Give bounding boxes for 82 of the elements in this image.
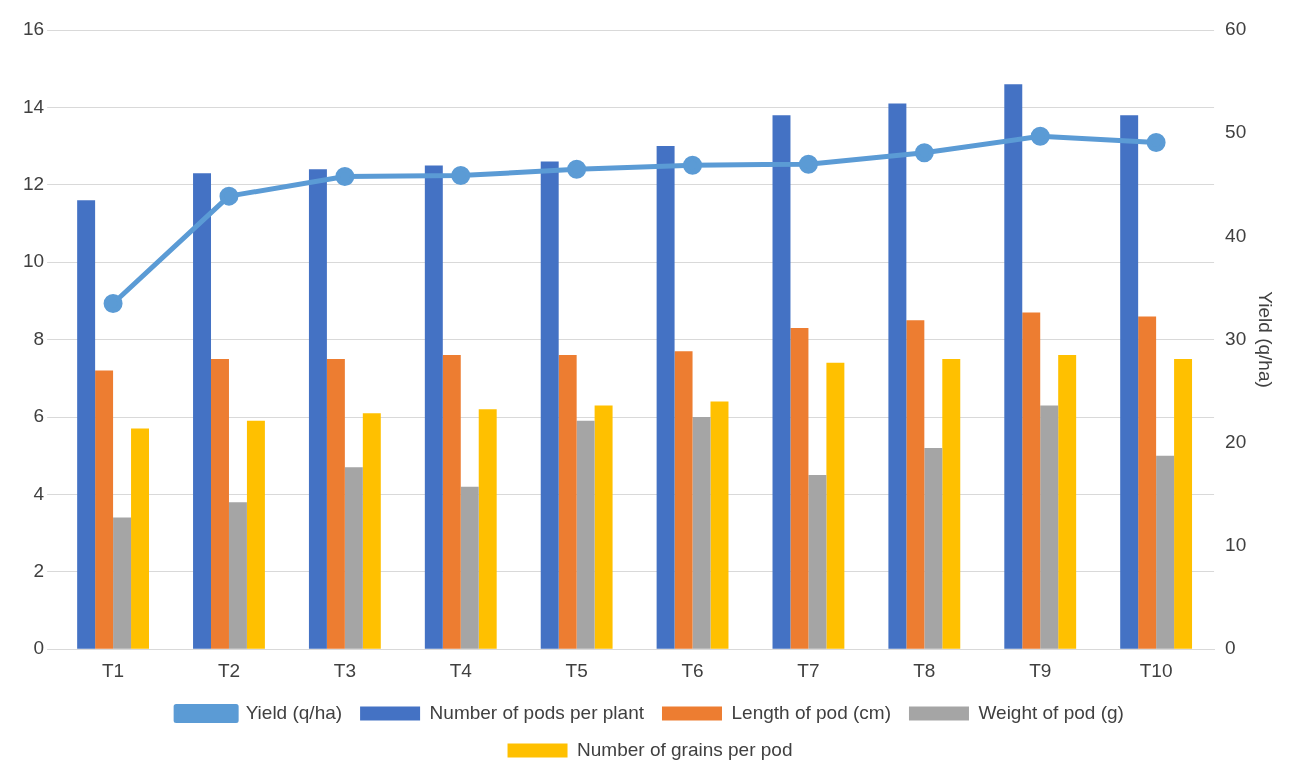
bar — [308, 169, 327, 649]
bar — [826, 362, 845, 649]
bar — [77, 200, 96, 649]
bar — [772, 115, 791, 649]
x-tick-label: T6 — [681, 659, 704, 681]
bar — [326, 358, 345, 649]
point — [219, 186, 239, 206]
x-tick-label: T7 — [797, 659, 820, 681]
bar — [656, 146, 675, 649]
point — [1146, 132, 1166, 152]
bar — [674, 351, 693, 649]
y2-axis-title: Yield (q/ha) — [1255, 291, 1277, 388]
legend-label: Weight of pod (g) — [978, 701, 1124, 723]
bar — [344, 467, 363, 649]
bar — [113, 517, 132, 649]
y2-tick-label: 60 — [1225, 18, 1247, 40]
bar — [131, 428, 150, 649]
bar — [692, 417, 711, 649]
bar — [1058, 355, 1077, 649]
bar — [558, 355, 577, 649]
y-tick-label: 4 — [33, 482, 45, 504]
point — [914, 143, 934, 163]
x-tick-label: T2 — [217, 659, 241, 681]
bar — [808, 475, 827, 649]
y2-tick-label: 10 — [1225, 534, 1247, 556]
legend-label: Number of pods per plant — [429, 701, 645, 723]
y-tick-label: 14 — [22, 95, 45, 117]
bar — [193, 173, 212, 649]
point — [451, 166, 471, 186]
y-tick-label: 8 — [33, 327, 45, 349]
bar — [594, 405, 613, 649]
bar — [576, 420, 595, 649]
bar — [1120, 115, 1139, 649]
bar — [95, 370, 114, 649]
x-tick-label: T3 — [333, 659, 356, 681]
bar — [710, 401, 729, 649]
y-tick-label: 10 — [22, 250, 45, 272]
bar — [478, 409, 497, 649]
y2-tick-label: 0 — [1225, 637, 1236, 659]
point — [335, 167, 355, 187]
y2-tick-label: 50 — [1225, 121, 1247, 143]
y-tick-label: 2 — [33, 560, 45, 582]
x-tick-label: T10 — [1139, 659, 1173, 681]
bar — [1004, 84, 1023, 649]
bar — [1022, 312, 1041, 649]
bar — [888, 103, 907, 649]
bar — [362, 413, 381, 649]
point — [683, 155, 703, 175]
bar — [211, 358, 229, 649]
point — [798, 154, 818, 174]
y-tick-label: 0 — [33, 637, 45, 659]
bar — [790, 327, 809, 649]
point — [1030, 126, 1050, 146]
y-tick-label: 16 — [22, 18, 45, 40]
bar — [540, 161, 559, 649]
bar — [246, 420, 265, 649]
bar — [1156, 455, 1175, 649]
bar — [1138, 316, 1157, 649]
x-tick-label: T9 — [1029, 659, 1052, 681]
bar — [906, 320, 925, 649]
bar — [442, 355, 461, 649]
bar — [460, 486, 479, 649]
bar — [942, 358, 961, 649]
point — [103, 293, 123, 313]
bar — [424, 165, 443, 649]
legend-label: Yield (q/ha) — [245, 701, 343, 723]
x-tick-label: T5 — [565, 659, 588, 681]
bar — [1040, 405, 1059, 649]
y2-tick-label: 30 — [1225, 327, 1247, 349]
legend-label: Number of grains per pod — [577, 738, 793, 760]
y-tick-label: 12 — [22, 173, 45, 195]
bar — [228, 502, 247, 649]
y-tick-label: 6 — [33, 405, 45, 427]
x-tick-label: T4 — [449, 659, 473, 681]
y2-tick-label: 20 — [1225, 431, 1247, 453]
x-tick-label: T8 — [913, 659, 936, 681]
bar — [1174, 358, 1193, 649]
bar — [924, 447, 943, 649]
legend-label: Length of pod (cm) — [731, 701, 891, 723]
x-tick-label: T1 — [101, 659, 125, 681]
point — [567, 159, 587, 179]
y2-tick-label: 40 — [1225, 224, 1247, 246]
